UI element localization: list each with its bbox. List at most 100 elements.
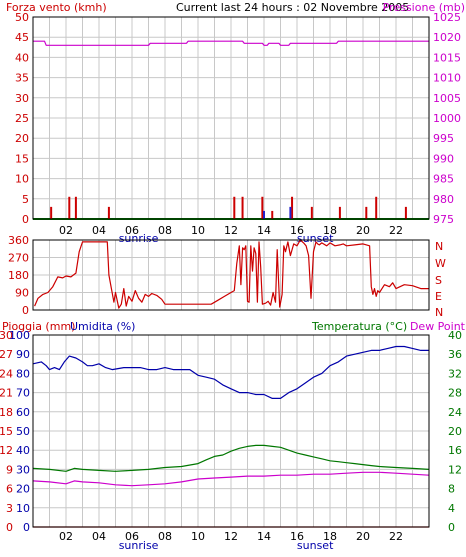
wind-dir-label-e: E: [435, 290, 442, 303]
temperature-tick-label: 8: [448, 483, 455, 496]
wind-pressure-x-tick-label: 16: [290, 224, 304, 237]
climate-x-tick-label: 02: [59, 530, 73, 543]
wind-direction-tick-label: 180: [8, 269, 29, 282]
climate-x-tick-label: 20: [356, 530, 370, 543]
pressure-axis-title: Pressione (mb): [383, 1, 465, 14]
wind-speed-tick-label: 35: [15, 72, 29, 85]
pressure-tick-label: 1020: [433, 31, 461, 44]
wind-pressure-x-tick-label: 02: [59, 224, 73, 237]
pressure-tick-label: 980: [433, 193, 454, 206]
climate-x-tick-label: 06: [125, 530, 139, 543]
temperature-tick-label: 4: [448, 502, 455, 515]
humidity-tick-label: 50: [16, 425, 30, 438]
rain-tick-label: 12: [0, 444, 13, 457]
chart-period-title: Current last 24 hours : 02 Novembre 2005: [176, 1, 409, 14]
wind-direction-plot-frame: [32, 239, 430, 311]
temperature-tick-label: 36: [448, 348, 462, 361]
temperature-tick-label: 24: [448, 406, 462, 419]
wind-pressure-sunrise-annotation: sunrise: [119, 232, 159, 245]
pressure-tick-label: 1025: [433, 11, 461, 24]
wind-pressure-x-tick-label: 06: [125, 224, 139, 237]
humidity-tick-label: 20: [16, 483, 30, 496]
humidity-tick-label: 10: [16, 502, 30, 515]
humidity-axis-title: Umidita (%): [70, 320, 135, 333]
climate-x-tick-label: 08: [158, 530, 172, 543]
temperature-axis-title: Temperatura (°C): [311, 320, 407, 333]
pressure-tick-label: 995: [433, 132, 454, 145]
climate-x-tick-label: 14: [257, 530, 271, 543]
climate-x-tick-label: 22: [389, 530, 403, 543]
humidity-line: [32, 345, 429, 399]
temperature-tick-label: 32: [448, 367, 462, 380]
wind-direction-tick-label: 90: [15, 287, 29, 300]
wind-pressure-x-tick-label: 04: [92, 224, 106, 237]
wind-pressure-x-tick-label: 10: [191, 224, 205, 237]
pressure-tick-label: 1005: [433, 92, 461, 105]
climate-x-tick-label: 18: [323, 530, 337, 543]
pressure-tick-label: 1000: [433, 112, 461, 125]
pressure-tick-label: 990: [433, 152, 454, 165]
climate-x-tick-label: 12: [224, 530, 238, 543]
wind-speed-tick-label: 5: [22, 193, 29, 206]
temperature-tick-label: 0: [448, 521, 455, 534]
wind-pressure-x-tick-label: 20: [356, 224, 370, 237]
wind-speed-tick-label: 15: [15, 152, 29, 165]
humidity-tick-label: 0: [23, 521, 30, 534]
wind-speed-tick-label: 0: [22, 213, 29, 226]
rain-tick-label: 18: [0, 406, 13, 419]
wind-pressure-plot-frame: [32, 16, 430, 220]
dew-point-line: [32, 471, 430, 487]
wind-speed-tick-label: 50: [15, 11, 29, 24]
climate-sunrise-annotation: sunrise: [119, 539, 159, 552]
rain-tick-label: 24: [0, 367, 13, 380]
dew-point-axis-title: Dew Point: [410, 320, 466, 333]
humidity-tick-label: 70: [16, 387, 30, 400]
wind-dir-label-n-bottom: N: [435, 306, 443, 319]
wind-direction-line: [34, 239, 429, 309]
pressure-tick-label: 985: [433, 173, 454, 186]
rain-tick-label: 0: [6, 521, 13, 534]
wind-speed-axis-title: Forza vento (kmh): [6, 1, 107, 14]
climate-x-tick-label: 10: [191, 530, 205, 543]
rain-tick-label: 3: [6, 502, 13, 515]
rain-tick-label: 9: [6, 463, 13, 476]
wind-pressure-x-tick-label: 12: [224, 224, 238, 237]
wind-speed-tick-label: 30: [15, 92, 29, 105]
wind-pressure-x-tick-label: 08: [158, 224, 172, 237]
wind-speed-tick-label: 20: [15, 132, 29, 145]
wind-direction-tick-label: 0: [22, 304, 29, 317]
wind-speed-tick-label: 40: [15, 51, 29, 64]
wind-speed-tick-label: 25: [15, 112, 29, 125]
humidity-tick-label: 100: [9, 329, 30, 342]
rain-tick-label: 15: [0, 425, 13, 438]
wind-dir-label-s: S: [435, 274, 442, 287]
wind-dir-label-n-top: N: [435, 240, 443, 253]
rain-tick-label: 21: [0, 387, 13, 400]
temperature-tick-label: 20: [448, 425, 462, 438]
wind-pressure-x-tick-label: 18: [323, 224, 337, 237]
temperature-line: [32, 444, 430, 472]
wind-pressure-x-tick-label: 14: [257, 224, 271, 237]
temperature-tick-label: 16: [448, 444, 462, 457]
humidity-tick-label: 60: [16, 406, 30, 419]
pressure-tick-label: 1010: [433, 72, 461, 85]
temperature-tick-label: 12: [448, 463, 462, 476]
humidity-tick-label: 30: [16, 463, 30, 476]
pressure-tick-label: 975: [433, 213, 454, 226]
climate-x-tick-label: 04: [92, 530, 106, 543]
wind-pressure-x-tick-label: 22: [389, 224, 403, 237]
wind-speed-tick-label: 10: [15, 173, 29, 186]
wind-dir-label-w: W: [435, 257, 446, 270]
climate-sunset-annotation: sunset: [297, 539, 334, 552]
humidity-tick-label: 80: [16, 367, 30, 380]
climate-plot-frame: [32, 334, 430, 528]
wind-pressure-sunset-annotation: sunset: [297, 232, 334, 245]
pressure-line: [33, 40, 429, 46]
pressure-tick-label: 1015: [433, 51, 461, 64]
rain-tick-label: 30: [0, 329, 13, 342]
humidity-tick-label: 90: [16, 348, 30, 361]
temperature-tick-label: 28: [448, 387, 462, 400]
rain-tick-label: 27: [0, 348, 13, 361]
wind-direction-tick-label: 360: [8, 234, 29, 247]
